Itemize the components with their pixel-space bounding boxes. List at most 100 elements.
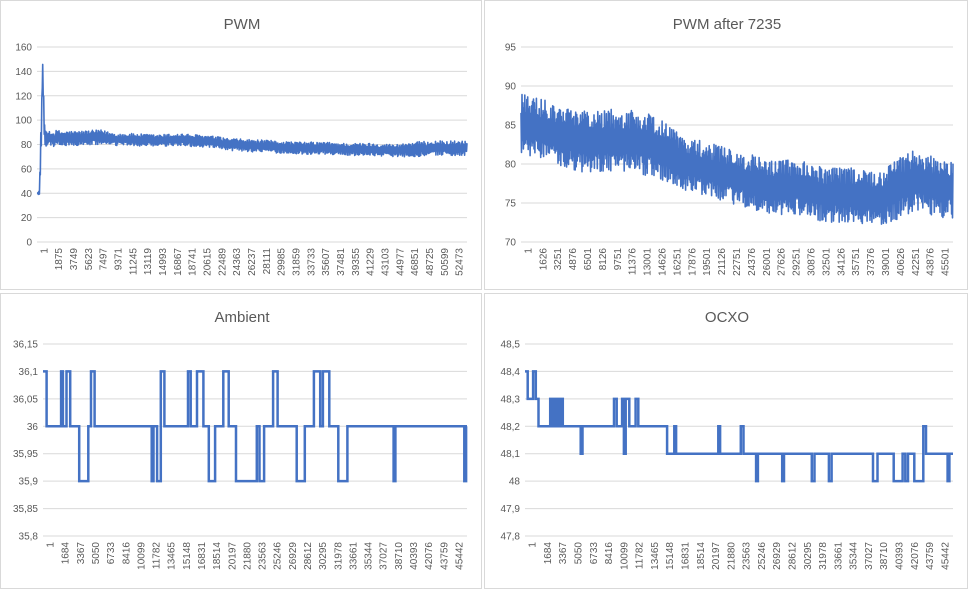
chart-ambient: Ambient 35,8 35,85 35,9 35,95 36 36,05 36,1 36,1… <box>13 309 468 570</box>
chart-title: OCXO <box>705 309 749 326</box>
y-tick-label: 36,15 <box>13 340 38 351</box>
x-tick-label: 32501 <box>821 248 832 276</box>
x-tick-label: 26237 <box>247 248 258 276</box>
chart-title: PWM <box>224 16 261 33</box>
series-line <box>525 370 953 483</box>
x-tick-label: 25246 <box>273 542 284 570</box>
x-tick-label: 20197 <box>227 542 238 570</box>
x-tick-label: 34126 <box>836 248 847 276</box>
y-tick-label: 0 <box>26 238 32 249</box>
x-tick-label: 50599 <box>440 248 451 276</box>
x-tick-label: 33733 <box>306 248 317 276</box>
x-tick-label: 20615 <box>203 248 214 276</box>
x-tick-label: 24363 <box>232 248 243 276</box>
x-tick-label: 11782 <box>635 542 646 570</box>
x-tick-label: 11376 <box>628 248 639 276</box>
x-tick-label: 40393 <box>895 542 906 570</box>
y-tick-label: 160 <box>15 43 32 54</box>
x-tick-label: 28111 <box>262 248 273 275</box>
x-tick-label: 6733 <box>106 542 117 565</box>
chart-pwm: PWM 0 20 40 60 80 100 120 140 160 1 1875 3749 5623 749… <box>15 16 468 276</box>
x-tick-label: 43759 <box>439 542 450 570</box>
y-tick-label: 80 <box>21 140 33 151</box>
x-tick-label: 39001 <box>881 248 892 276</box>
x-tick-label: 13465 <box>167 542 178 570</box>
x-tick-label: 16831 <box>681 542 692 570</box>
x-tick-label: 16867 <box>173 248 184 276</box>
x-tick-label: 3749 <box>69 248 80 271</box>
y-tick-label: 48,2 <box>501 422 521 433</box>
x-tick-label: 28612 <box>788 542 799 570</box>
y-tick-label: 95 <box>505 43 517 54</box>
y-tick-label: 20 <box>21 213 33 224</box>
x-tick-label: 22751 <box>732 248 743 276</box>
series-path <box>36 63 468 196</box>
x-tick-label: 52473 <box>455 248 466 276</box>
chart-title: PWM after 7235 <box>673 16 781 33</box>
x-tick-label: 30295 <box>318 542 329 570</box>
x-tick-label: 15148 <box>182 542 193 570</box>
y-tick-label: 48,1 <box>501 449 521 460</box>
x-tick-label: 19501 <box>702 248 713 276</box>
x-tick-label: 41229 <box>366 248 377 276</box>
y-tick-label: 140 <box>15 67 32 78</box>
x-tick-label: 29985 <box>277 248 288 276</box>
x-tick-label: 16251 <box>672 248 683 276</box>
x-tick-label: 24376 <box>747 248 758 276</box>
x-tick-label: 23563 <box>742 542 753 570</box>
x-tick-label: 21880 <box>726 542 737 570</box>
x-tick-label: 35344 <box>849 542 860 570</box>
x-tick-label: 40626 <box>896 248 907 276</box>
x-tick-label: 10099 <box>619 542 630 570</box>
x-tick-label: 42076 <box>910 542 921 570</box>
x-tick-label: 13001 <box>643 248 654 276</box>
x-tick-label: 30295 <box>803 542 814 570</box>
x-tick-label: 43103 <box>380 248 391 276</box>
x-tick-label: 8126 <box>598 248 609 271</box>
x-tick-label: 14993 <box>158 248 169 276</box>
x-tick-label: 6501 <box>583 248 594 271</box>
x-tick-label: 3251 <box>553 248 564 271</box>
y-tick-label: 48,3 <box>501 394 521 405</box>
series-line <box>36 63 468 196</box>
y-tick-label: 36,1 <box>19 367 39 378</box>
x-tick-label: 45501 <box>941 248 952 276</box>
chart-panel-ocxo: OCXO 47,8 47,9 48 48,1 48,2 48,3 48,4 48,5 1 1684 3… <box>484 293 968 589</box>
x-tick-label: 1 <box>528 542 539 548</box>
x-tick-label: 45442 <box>940 542 951 570</box>
series-path <box>43 370 468 483</box>
x-tick-label: 28612 <box>303 542 314 570</box>
chart-panel-pwm: PWM 0 20 40 60 80 100 120 140 160 1 1875 3749 5623 749… <box>0 0 482 290</box>
x-tick-label: 1684 <box>543 542 554 565</box>
x-tick-label: 40393 <box>409 542 420 570</box>
x-tick-label: 26929 <box>288 542 299 570</box>
x-tick-label: 8416 <box>604 542 615 565</box>
x-tick-label: 14626 <box>658 248 669 276</box>
chart-pwm-after: PWM after 7235 70 75 80 85 90 95 1 1626 3251 4876 6… <box>505 16 954 276</box>
x-tick-label: 13119 <box>143 248 154 276</box>
y-tick-label: 47,8 <box>501 532 521 543</box>
y-tick-label: 70 <box>505 238 517 249</box>
x-tick-label: 1875 <box>54 248 65 271</box>
x-tick-label: 33661 <box>833 542 844 570</box>
series-line <box>43 370 468 483</box>
x-tick-label: 43759 <box>925 542 936 570</box>
x-tick-label: 10099 <box>136 542 147 570</box>
x-tick-label: 16831 <box>197 542 208 570</box>
x-tick-label: 7497 <box>99 248 110 271</box>
x-tick-label: 1 <box>523 248 534 254</box>
x-tick-label: 45442 <box>454 542 465 570</box>
x-tick-label: 5050 <box>91 542 102 565</box>
x-tick-label: 26001 <box>762 248 773 276</box>
x-tick-label: 3367 <box>558 542 569 565</box>
x-tick-label: 31859 <box>291 248 302 276</box>
series-path <box>525 370 953 483</box>
chart-panel-pwm-after: PWM after 7235 70 75 80 85 90 95 1 1626 3251 4876 6… <box>484 0 968 290</box>
x-tick-label: 17876 <box>687 248 698 276</box>
x-tick-label: 1 <box>39 248 50 254</box>
x-tick-label: 37481 <box>336 248 347 276</box>
x-tick-label: 35751 <box>851 248 862 276</box>
y-tick-label: 35,9 <box>19 477 39 488</box>
x-tick-label: 35607 <box>321 248 332 276</box>
x-tick-label: 48725 <box>425 248 436 276</box>
